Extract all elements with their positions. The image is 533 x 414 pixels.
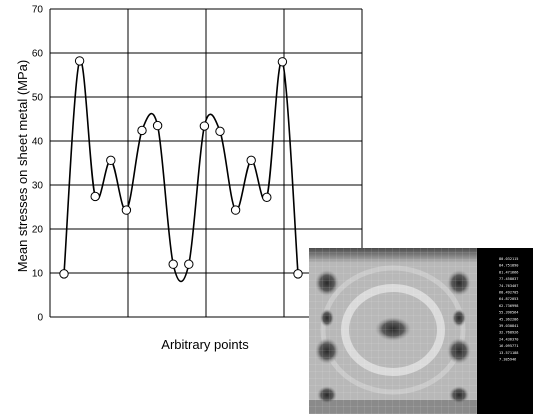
contour-legend-value: 16.095771	[499, 344, 518, 348]
contour-legend-value: 13.571188	[499, 351, 518, 355]
data-point	[293, 269, 303, 279]
y-tick-label: 40	[32, 137, 44, 148]
y-tick-label: 60	[32, 49, 44, 60]
y-tick-label: 10	[32, 269, 44, 280]
data-point	[262, 192, 272, 203]
contour-legend-value: 77.458037	[499, 277, 518, 281]
data-point	[246, 155, 256, 166]
data-point	[74, 56, 85, 66]
contour-legend-value: 7.385946	[499, 358, 516, 362]
data-point	[121, 205, 132, 215]
contour-legend-value: 84.751890	[499, 264, 518, 268]
y-tick-label: 70	[32, 5, 44, 16]
data-point	[184, 259, 194, 269]
contour-legend-value: 24.436370	[499, 337, 518, 341]
data-point	[168, 259, 178, 269]
y-tick-label: 30	[32, 181, 44, 192]
contour-legend-panel	[477, 248, 533, 414]
data-point	[277, 57, 288, 67]
data-points	[59, 56, 303, 279]
contour-legend-value: 68.492705	[499, 291, 518, 295]
stress-contour-inset: 80.032115 84.751890 81.471666 77.458037 74.7…	[309, 248, 533, 414]
data-point	[152, 120, 163, 131]
y-axis-label: Mean stresses on sheet metal (MPa)	[15, 60, 30, 272]
data-point	[106, 155, 116, 166]
x-axis-label: Arbitrary points	[161, 337, 249, 352]
contour-legend-value: 62.736998	[499, 304, 518, 308]
contour-legend-value: 32.768926	[499, 331, 518, 335]
data-point	[215, 126, 225, 137]
fe-mesh	[309, 248, 477, 414]
plot-area: 0 10 20 30 40 50 60 70 Arbitrary points Mean st…	[15, 5, 363, 352]
contour-legend-value: 45.362286	[499, 317, 518, 321]
data-point	[59, 269, 69, 279]
contour-legend-value: 55.396564	[499, 311, 518, 315]
y-tick-label: 20	[32, 225, 44, 236]
y-axis-ticks: 0 10 20 30 40 50 60 70	[32, 5, 44, 324]
contour-legend-values: 80.032115 84.751890 81.471666 77.458037 74.7…	[499, 257, 518, 362]
contour-legend-value: 80.032115	[499, 257, 518, 261]
y-tick-label: 50	[32, 93, 44, 104]
contour-legend-value: 74.763407	[499, 284, 518, 288]
data-point	[137, 125, 147, 136]
data-point	[90, 191, 100, 202]
data-point	[230, 205, 241, 215]
contour-legend-value: 81.471666	[499, 270, 518, 274]
contour-legend-value: 64.872053	[499, 297, 518, 301]
data-point	[199, 121, 210, 131]
series-line	[63, 59, 299, 283]
contour-legend-value: 39.030841	[499, 324, 518, 328]
y-tick-label: 0	[37, 313, 43, 324]
